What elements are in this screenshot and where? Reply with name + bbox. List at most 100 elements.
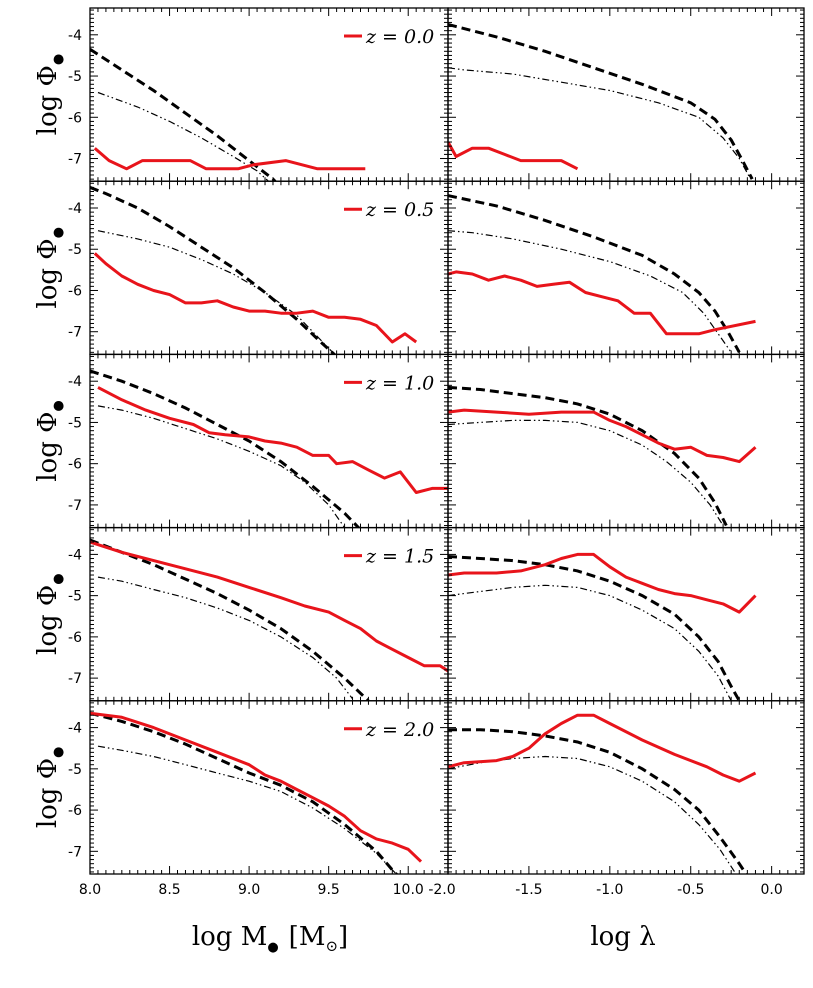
right-dashed-line [448, 385, 728, 527]
left-series-group [90, 47, 366, 182]
ytick-label: -6 [68, 283, 82, 299]
ytick-label: -5 [68, 415, 82, 431]
left-xtick-label: 8.5 [158, 882, 180, 898]
ytick-label: -6 [68, 457, 82, 473]
right-red-line [448, 552, 757, 614]
right-dashdot-line [448, 584, 732, 701]
x-axis-title-right: log λ [590, 922, 655, 952]
ytick-label: -7 [68, 671, 82, 687]
x-axis-title-left-main: log M [192, 922, 268, 952]
right-red-line [448, 713, 757, 783]
y-axis-title-main: log Φ [33, 585, 63, 655]
y-axis-title: log Φ● [33, 573, 66, 655]
y-axis-title-sub: ● [51, 227, 66, 238]
right-xtick-label: -1.5 [515, 882, 542, 898]
ytick-label: -7 [68, 325, 82, 341]
left-series-group [90, 369, 448, 528]
ytick-label: -4 [68, 201, 82, 217]
left-dashdot-line [97, 405, 346, 528]
ytick-label: -7 [68, 844, 82, 860]
y-axis-title: log Φ● [33, 400, 66, 482]
ytick-label: -5 [68, 69, 82, 85]
legend-label: z = 0.0 [365, 26, 434, 48]
x-axis-title-left-sub: ● [267, 940, 278, 955]
left-dashed-line [90, 369, 361, 528]
right-dashed-line [448, 23, 754, 180]
legend-label: z = 0.5 [365, 199, 434, 221]
left-red-line [93, 147, 366, 171]
x-axis-title-left-unit-close: ] [338, 922, 348, 952]
y-axis-title-sub: ● [51, 54, 66, 65]
right-dashdot-line [448, 755, 737, 874]
right-panel [447, 700, 805, 875]
left-dashed-line [90, 711, 399, 874]
y-axis-title-main: log Φ [33, 412, 63, 482]
y-axis-title-sub: ● [51, 400, 66, 411]
ytick-label: -5 [68, 762, 82, 778]
left-red-line [90, 711, 423, 863]
y-axis-title: log Φ● [33, 227, 66, 309]
left-xtick-label: 8.0 [79, 882, 101, 898]
right-xtick-label: -1.0 [596, 882, 623, 898]
left-dashed-line [90, 186, 337, 355]
right-dashed-line [448, 194, 741, 354]
left-red-line [90, 540, 448, 673]
right-dashdot-line [448, 67, 752, 180]
right-dashdot-line [448, 419, 724, 526]
right-series-group [448, 385, 757, 527]
left-series-group [90, 538, 448, 701]
x-axis-title-left-unit-sub: ⊙ [325, 937, 338, 955]
left-red-line [97, 386, 448, 494]
y-axis-title-main: log Φ [33, 238, 63, 308]
y-axis-title-sub: ● [51, 747, 66, 758]
x-axis-titles: log M● [M⊙] log λ [192, 922, 656, 955]
left-series-group [90, 711, 423, 874]
right-red-line [448, 270, 756, 336]
ytick-label: -6 [68, 630, 82, 646]
right-xtick-label: -2.0 [428, 882, 455, 898]
left-dashed-line [90, 538, 370, 701]
ytick-label: -6 [68, 110, 82, 126]
ytick-label: -6 [68, 803, 82, 819]
left-dashdot-line [97, 91, 270, 182]
left-xtick-label: 10.0 [393, 882, 424, 898]
right-red-line [448, 141, 579, 171]
y-axis-title-main: log Φ [33, 65, 63, 135]
x-axis-title-left-unit: [M [289, 922, 326, 952]
legend-label: z = 1.5 [365, 546, 434, 568]
right-dashed-line [448, 555, 741, 701]
left-dashdot-line [97, 576, 353, 700]
right-dashed-line [448, 728, 748, 874]
ytick-label: -4 [68, 547, 82, 563]
right-series-group [448, 552, 757, 701]
legend-label: z = 2.0 [365, 719, 434, 741]
legend-label: z = 1.0 [365, 372, 434, 394]
y-axis-title-sub: ● [51, 573, 66, 584]
right-xtick-label: -0.5 [677, 882, 704, 898]
x-axis-title-left: log M● [M⊙] [192, 922, 348, 955]
left-red-line [93, 252, 418, 344]
right-series-group [448, 194, 756, 354]
right-red-line [448, 408, 757, 464]
left-xtick-label: 9.0 [238, 882, 260, 898]
right-series-group [448, 713, 757, 874]
ytick-label: -7 [68, 498, 82, 514]
ytick-label: -5 [68, 242, 82, 258]
left-series-group [90, 186, 418, 355]
left-xtick-label: 9.5 [318, 882, 340, 898]
right-xtick-label: 0.0 [761, 882, 783, 898]
left-dashed-line [90, 47, 278, 182]
right-series-group [448, 23, 754, 180]
ytick-label: -5 [68, 589, 82, 605]
ytick-label: -7 [68, 152, 82, 168]
ytick-label: -4 [68, 721, 82, 737]
ytick-label: -4 [68, 374, 82, 390]
